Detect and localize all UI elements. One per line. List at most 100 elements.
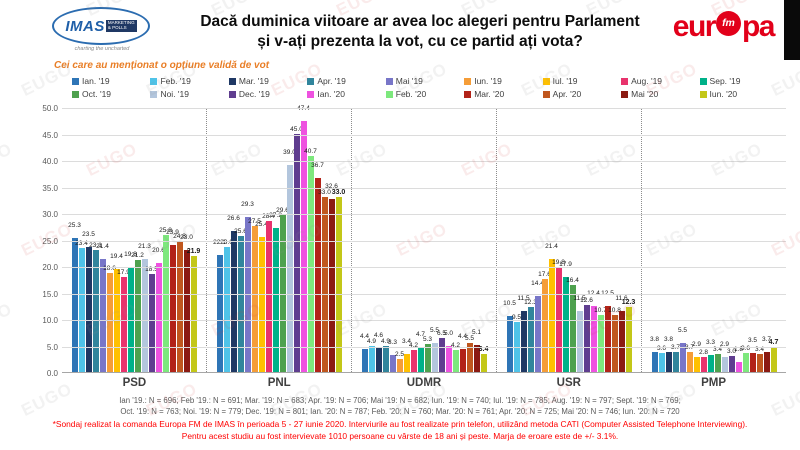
bar-value-label: 5.3 bbox=[422, 335, 433, 343]
legend-label: Feb. '19 bbox=[160, 76, 191, 86]
bar-value-label: 17.9 bbox=[559, 261, 572, 269]
grid-line bbox=[62, 346, 786, 348]
bar-value-label: 17.6 bbox=[538, 270, 551, 278]
bar-value-label: 19.8 bbox=[552, 259, 565, 267]
bar-udmr-7: 3.4 bbox=[402, 338, 411, 372]
bar-value-label: 23.1 bbox=[89, 241, 102, 249]
imas-sub2: & POLLS bbox=[107, 25, 127, 30]
legend-swatch bbox=[72, 77, 79, 85]
bar-pmp-9: 3.3 bbox=[706, 339, 715, 372]
chart-subtitle: Cei care au menționat o opțiune validă d… bbox=[54, 60, 270, 71]
bar-pnl-1: 22.1 bbox=[213, 239, 226, 372]
europafm-logo: eur fm pa bbox=[673, 10, 776, 44]
bar-value-label: 19.8 bbox=[124, 251, 137, 259]
watermark-text: EUGO bbox=[0, 0, 16, 21]
grid-line bbox=[62, 187, 786, 189]
bar-value-label: 5.1 bbox=[471, 328, 482, 336]
bar-pmp-12: 3.0 bbox=[727, 348, 736, 372]
bar-usr-4: 12.3 bbox=[524, 299, 537, 372]
x-category-label-pnl: PNL bbox=[267, 377, 291, 389]
top-right-black-strip bbox=[784, 0, 800, 60]
bar-pnl-11: 39.0 bbox=[283, 149, 296, 372]
bar-value-label: 2.8 bbox=[698, 349, 709, 357]
bar-value-label: 23.0 bbox=[180, 234, 193, 242]
bar-value-label: 18.6 bbox=[103, 265, 116, 273]
bar-psd-10: 21.2 bbox=[131, 252, 144, 372]
bar-value-label: 3.7 bbox=[684, 344, 695, 352]
bar-value-label: 10.8 bbox=[608, 306, 621, 314]
title-line2: și v-ați prezenta la vot, cu ce partid a… bbox=[257, 33, 583, 51]
bar-pmp-11: 2.9 bbox=[720, 341, 729, 372]
bar-value-label: 3.3 bbox=[387, 338, 398, 346]
bar-usr-6: 17.6 bbox=[538, 271, 551, 372]
bar-value-label: 25.4 bbox=[255, 221, 268, 229]
bar-value-label: 5.5 bbox=[429, 326, 440, 334]
legend-label: Mai '19 bbox=[395, 76, 423, 86]
bar-pmp-8: 2.8 bbox=[699, 349, 708, 372]
bar-value-label: 28.4 bbox=[262, 213, 275, 221]
legend-swatch bbox=[621, 90, 629, 98]
bar-value-label: 16.4 bbox=[566, 277, 579, 285]
legend-item-5: Mai '19 bbox=[385, 76, 464, 86]
title-line1: Dacă duminica viitoare ar avea loc alege… bbox=[200, 13, 640, 30]
legend-item-18: Iun. '20 bbox=[699, 89, 778, 99]
legend-label: Apr. '20 bbox=[552, 89, 582, 99]
legend-swatch bbox=[307, 77, 315, 85]
bar-pnl-6: 27.5 bbox=[248, 218, 261, 372]
imas-logo: IMAS MARKETING & POLLS charting the unch… bbox=[52, 7, 152, 52]
cluster-pnl: 22.1 23.6 26.6 25.6 29.3 27.5 25.4 28.4 27.2 29.6… bbox=[207, 105, 352, 372]
bar-value-label: 14.4 bbox=[531, 279, 544, 287]
bar-pnl-17: 32.6 bbox=[325, 183, 338, 372]
bar-value-label: 21.3 bbox=[138, 243, 151, 251]
legend-item-10: Oct. '19 bbox=[72, 89, 150, 99]
bar-usr-13: 12.4 bbox=[587, 290, 600, 372]
bar-udmr-1: 4.4 bbox=[360, 333, 369, 372]
bar-value-label: 3.4 bbox=[754, 345, 765, 353]
bar-pnl-14: 40.7 bbox=[304, 148, 317, 372]
bar-udmr-15: 4.4 bbox=[458, 333, 467, 372]
imas-logo-text: IMAS bbox=[65, 17, 105, 35]
bar-value-label: 21.2 bbox=[131, 251, 144, 259]
bar-psd-2: 23.4 bbox=[75, 240, 88, 372]
legend-label: Apr. '19 bbox=[317, 76, 346, 86]
y-tick-label: 10.0 bbox=[42, 316, 58, 325]
legend-label: Dec. '19 bbox=[238, 89, 270, 99]
sample-size-line1: Ian '19.: N = 696; Feb '19.: N = 691; Ma… bbox=[119, 396, 681, 405]
bar-psd-11: 21.3 bbox=[138, 243, 151, 372]
legend-label: Noi. '19 bbox=[160, 89, 189, 99]
bar-clusters: 25.3 23.4 23.5 23.1 21.4 18.6 19.4 17.9 19.8 21.2… bbox=[62, 105, 786, 372]
bar-usr-7: 21.4 bbox=[545, 243, 558, 372]
imas-logo-oval: IMAS MARKETING & POLLS bbox=[52, 7, 150, 45]
bar-value-label: 3.8 bbox=[663, 335, 674, 343]
bar-value-label: 27.2 bbox=[269, 211, 282, 219]
legend-swatch bbox=[150, 90, 158, 98]
legend-swatch bbox=[72, 90, 79, 98]
cluster-psd: 25.3 23.4 23.5 23.1 21.4 18.6 19.4 17.9 19.8 21.2… bbox=[62, 108, 207, 372]
bar-value-label: 23.4 bbox=[75, 239, 88, 247]
methodology-line2: Pentru acest studiu au fost intervievate… bbox=[181, 430, 619, 441]
sample-size-line2: Oct. '19: N = 763; Noi. '19: N = 779; De… bbox=[120, 406, 680, 416]
methodology-footnote: *Sondaj realizat la comanda Europa FM de… bbox=[0, 419, 800, 443]
grid-line bbox=[62, 293, 786, 295]
x-category-label-psd: PSD bbox=[122, 377, 147, 389]
bar-value-label: 2.9 bbox=[691, 340, 702, 348]
chart-legend: Ian. '19 Feb. '19 Mar. '19 Apr. '19 Mai '19 I… bbox=[72, 76, 778, 99]
x-category-label-usr: USR bbox=[556, 377, 581, 389]
bar-value-label: 25.6 bbox=[234, 228, 247, 236]
bar-usr-10: 16.4 bbox=[566, 277, 579, 372]
bar-value-label: 3.8 bbox=[649, 335, 660, 343]
bar-value-label: 23.5 bbox=[82, 231, 95, 239]
legend-item-15: Mar. '20 bbox=[464, 89, 542, 99]
bar-psd-16: 24.8 bbox=[173, 233, 186, 372]
legend-item-16: Apr. '20 bbox=[542, 89, 621, 99]
legend-swatch bbox=[307, 90, 315, 98]
legend-item-3: Mar. '19 bbox=[228, 76, 307, 86]
bar-value-label: 6.5 bbox=[436, 329, 447, 337]
bar-value-label: 25.8 bbox=[159, 227, 172, 235]
imas-logo-subtext: MARKETING & POLLS bbox=[105, 20, 137, 32]
page-title: Dacă duminica viitoare ar avea loc alege… bbox=[158, 12, 682, 52]
legend-label: Sep. '19 bbox=[709, 76, 741, 86]
bar-pmp-1: 3.8 bbox=[650, 336, 659, 372]
bar-value-label: 29.6 bbox=[276, 207, 289, 215]
